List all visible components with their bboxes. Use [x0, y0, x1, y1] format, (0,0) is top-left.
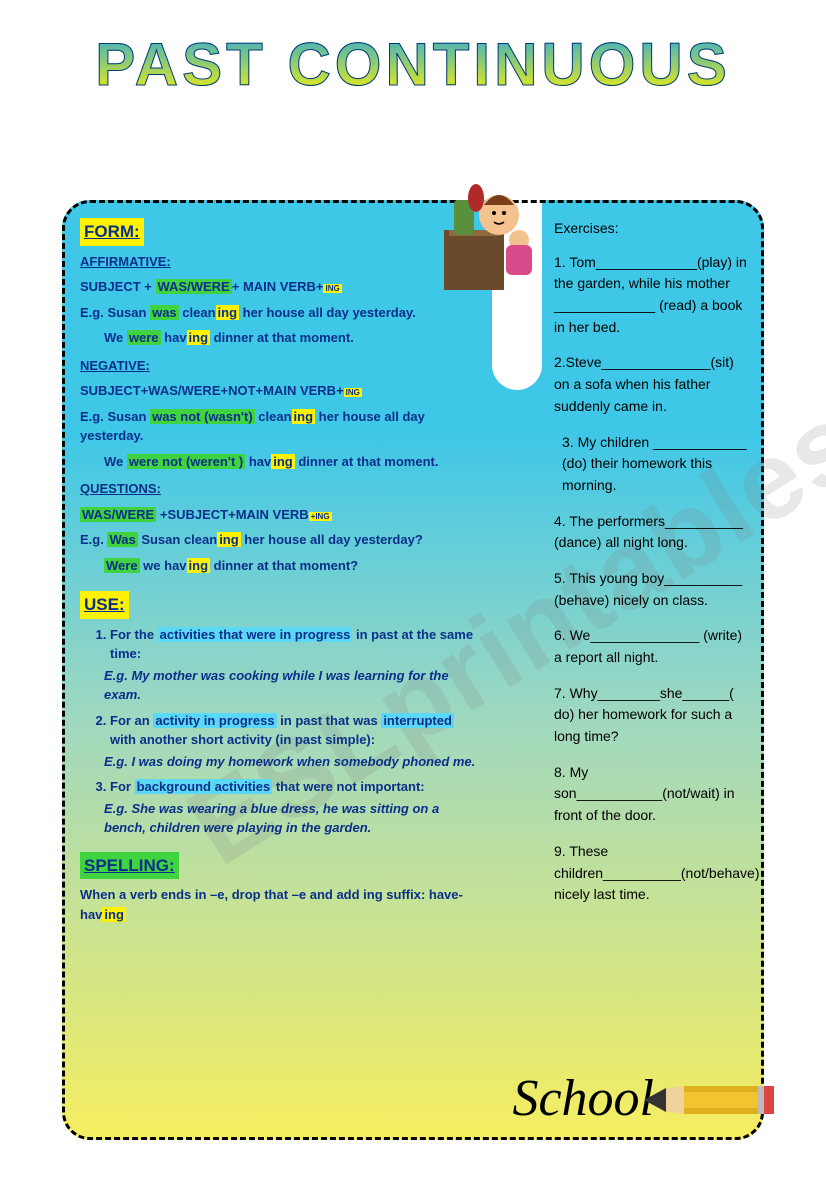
- school-label: School: [512, 1069, 654, 1128]
- spelling-rule: When a verb ends in –e, drop that –e and…: [80, 885, 480, 924]
- exercise-9: 9. These children__________(not/behave) …: [554, 841, 750, 906]
- affirmative-example-2: We were having dinner at that moment.: [80, 328, 480, 348]
- exercise-2: 2.Steve______________(sit) on a sofa whe…: [554, 352, 750, 417]
- use-list: For the activities that were in progress…: [80, 625, 480, 664]
- affirmative-example-1: E.g. Susan was cleaning her house all da…: [80, 303, 480, 323]
- affirmative-label: AFFIRMATIVE:: [80, 252, 480, 272]
- questions-example-2: Were we having dinner at that moment?: [80, 556, 480, 576]
- use-example-3: E.g. She was wearing a blue dress, he wa…: [80, 799, 480, 838]
- questions-label: QUESTIONS:: [80, 479, 480, 499]
- spelling-heading: SPELLING:: [80, 852, 179, 880]
- exercises-heading: Exercises:: [554, 218, 750, 240]
- exercise-8: 8. My son___________(not/wait) in front …: [554, 762, 750, 827]
- exercise-6: 6. We______________ (write) a report all…: [554, 625, 750, 668]
- worksheet-panel: ESLprintables.com FORM: AFFIRMATIVE: SUB…: [62, 200, 764, 1140]
- use-example-2: E.g. I was doing my homework when somebo…: [80, 752, 480, 772]
- exercise-5: 5. This young boy__________ (behave) nic…: [554, 568, 750, 611]
- use-list-2: For an activity in progress in past that…: [80, 711, 480, 750]
- questions-formula: WAS/WERE +SUBJECT+MAIN VERB+ING: [80, 505, 480, 525]
- use-item-1: For the activities that were in progress…: [110, 625, 480, 664]
- use-list-3: For background activities that were not …: [80, 777, 480, 797]
- use-item-2: For an activity in progress in past that…: [110, 711, 480, 750]
- exercise-7: 7. Why________she______( do) her homewor…: [554, 683, 750, 748]
- affirmative-formula: SUBJECT + WAS/WERE+ MAIN VERB+ING: [80, 277, 480, 297]
- form-heading: FORM:: [80, 218, 144, 246]
- negative-example-2: We were not (weren't ) having dinner at …: [80, 452, 480, 472]
- negative-example-1: E.g. Susan was not (wasn't) cleaning her…: [80, 407, 480, 446]
- page-title: PAST CONTINUOUS: [0, 30, 826, 99]
- use-item-3: For background activities that were not …: [110, 777, 480, 797]
- questions-example-1: E.g. Was Susan cleaning her house all da…: [80, 530, 480, 550]
- use-heading: USE:: [80, 591, 129, 619]
- negative-label: NEGATIVE:: [80, 356, 480, 376]
- grammar-column: FORM: AFFIRMATIVE: SUBJECT + WAS/WERE+ M…: [80, 218, 480, 930]
- exercise-3: 3. My children ____________ (do) their h…: [554, 432, 750, 497]
- use-example-1: E.g. My mother was cooking while I was l…: [80, 666, 480, 705]
- pencil-icon: [644, 1080, 774, 1120]
- negative-formula: SUBJECT+WAS/WERE+NOT+MAIN VERB+ING: [80, 381, 480, 401]
- exercise-1: 1. Tom_____________(play) in the garden,…: [554, 252, 750, 339]
- exercises-column: Exercises: 1. Tom_____________(play) in …: [554, 218, 750, 920]
- exercise-4: 4. The performers__________ (dance) all …: [554, 511, 750, 554]
